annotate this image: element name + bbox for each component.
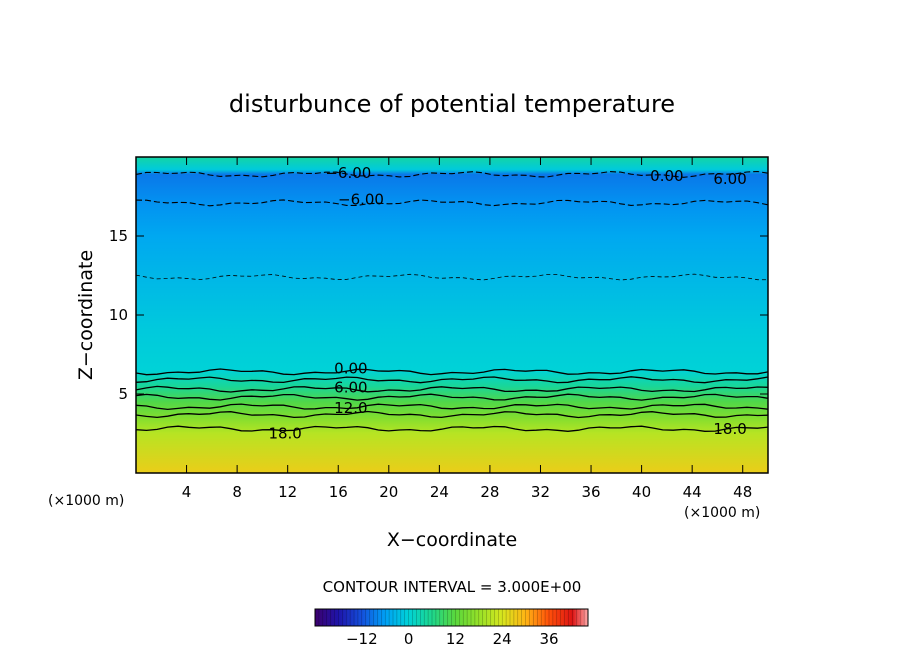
contour-line xyxy=(136,385,768,393)
contour-line xyxy=(136,393,768,401)
contour-label: 0.00 xyxy=(650,167,683,185)
y-axis-label: Z−coordinate xyxy=(75,250,97,380)
x-tick-label: 36 xyxy=(581,483,600,501)
x-axis-ticks: 4 8 12 16 20 24 28 32 36 40 44 48 xyxy=(182,157,752,501)
colorbar-tick-label: −12 xyxy=(346,630,378,648)
colorbar-tick-label: 12 xyxy=(446,630,465,648)
x-tick-label: 40 xyxy=(632,483,651,501)
chart-title: disturbunce of potential temperature xyxy=(229,90,675,118)
contour-label: 12.0 xyxy=(334,399,367,417)
colorbar-tick-label: 0 xyxy=(404,630,414,648)
contour-line xyxy=(136,403,768,411)
x-tick-label: 12 xyxy=(278,483,297,501)
contour-line xyxy=(136,368,768,376)
y-tick-label: 15 xyxy=(109,227,128,245)
x-tick-label: 28 xyxy=(480,483,499,501)
contour-line xyxy=(136,376,768,384)
contour-line xyxy=(136,410,768,419)
contour-line xyxy=(136,199,768,207)
colorbar-tick-label: 24 xyxy=(493,630,512,648)
x-unit-left: (×1000 m) xyxy=(48,493,124,509)
contour-label: 18.0 xyxy=(713,420,746,438)
temperature-field xyxy=(136,157,768,473)
contour-label: −6.00 xyxy=(325,164,371,182)
colorbar: −12 0 12 24 36 xyxy=(314,608,589,648)
contour-label: −6.00 xyxy=(338,191,384,209)
colorbar-tick-label: 36 xyxy=(539,630,558,648)
x-tick-label: 32 xyxy=(531,483,550,501)
x-tick-label: 20 xyxy=(379,483,398,501)
contour-label: 6.00 xyxy=(713,170,746,188)
x-tick-label: 24 xyxy=(430,483,449,501)
contour-line xyxy=(136,170,768,178)
contour-interval-text: CONTOUR INTERVAL = 3.000E+00 xyxy=(323,578,582,596)
y-axis-ticks: 5 10 15 xyxy=(109,227,768,403)
x-tick-label: 16 xyxy=(329,483,348,501)
contour-lines xyxy=(136,170,768,432)
contour-label: 6.00 xyxy=(334,379,367,397)
y-tick-label: 10 xyxy=(109,306,128,324)
y-tick-label: 5 xyxy=(118,385,128,403)
x-tick-label: 44 xyxy=(683,483,702,501)
contour-label: 0.00 xyxy=(334,360,367,378)
colorbar-ticks: −12 0 12 24 36 xyxy=(346,630,559,648)
contour-line xyxy=(136,273,768,281)
x-tick-label: 8 xyxy=(232,483,242,501)
x-tick-label: 48 xyxy=(733,483,752,501)
x-axis-label: X−coordinate xyxy=(387,529,517,551)
contour-label: 18.0 xyxy=(268,425,301,443)
x-unit-right: (×1000 m) xyxy=(684,505,760,521)
x-tick-label: 4 xyxy=(182,483,192,501)
colorbar-cells xyxy=(318,609,585,626)
contour-line xyxy=(136,425,768,432)
